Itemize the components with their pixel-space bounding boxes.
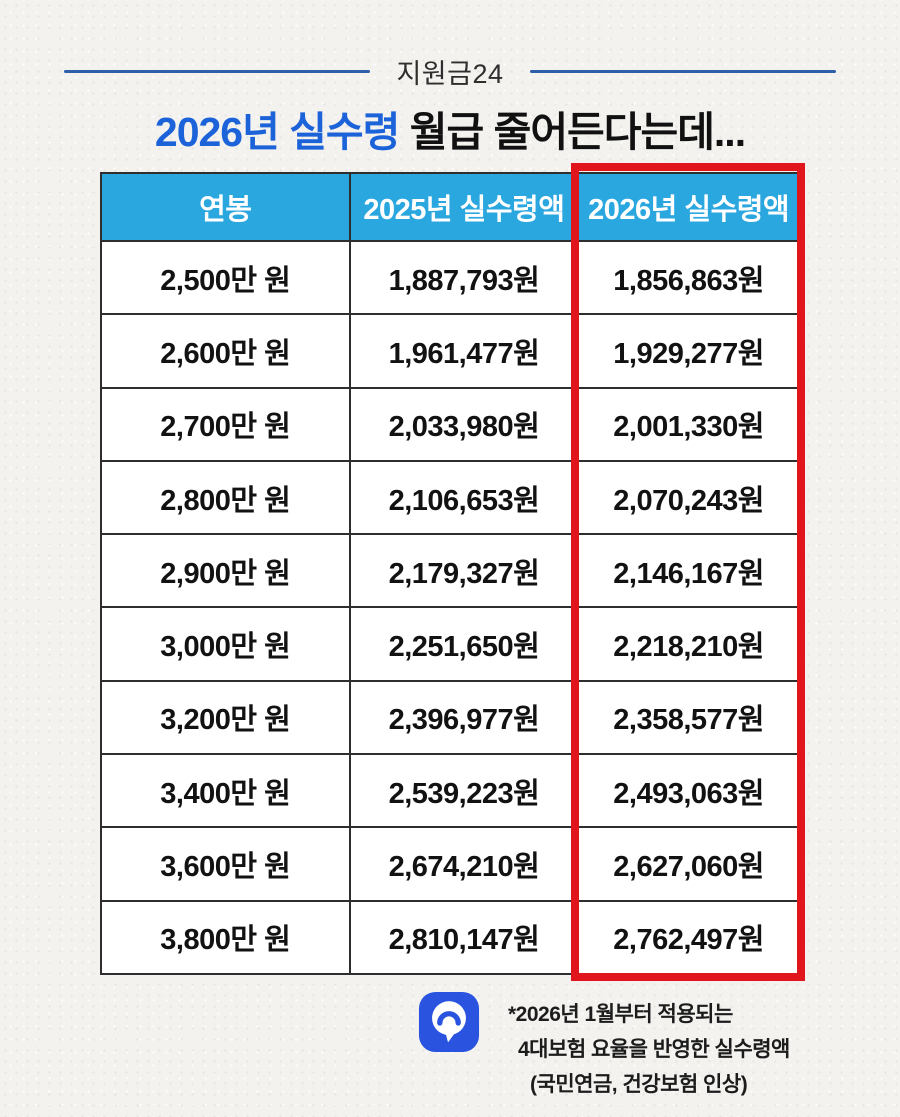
footnote-text: *2026년 1월부터 적용되는 4대보험 요율을 반영한 실수령액 (국민연금… bbox=[508, 991, 790, 1102]
salary-cell: 2,600만 원 bbox=[102, 315, 349, 387]
salary-cell: 3,000만 원 bbox=[102, 608, 349, 680]
net-2026-cell: 2,001,330원 bbox=[577, 388, 798, 460]
table-row: 2,700만 원 2,033,980원 2,001,330원 bbox=[102, 386, 798, 460]
salary-cell: 3,200만 원 bbox=[102, 681, 349, 754]
header-net-2026: 2026년 실수령액 bbox=[577, 174, 798, 240]
page-title: 2026년 실수령 월급 줄어든다는데... bbox=[0, 98, 900, 158]
net-2025-cell: 2,539,223원 bbox=[348, 755, 578, 827]
left-rule-line bbox=[64, 70, 371, 73]
speech-bubble-app-icon bbox=[418, 991, 480, 1053]
net-2026-cell: 1,856,863원 bbox=[577, 242, 798, 314]
table-row: 2,800만 원 2,106,653원 2,070,243원 bbox=[102, 459, 798, 534]
net-2025-cell: 2,396,977원 bbox=[348, 681, 578, 754]
table-row: 2,600만 원 1,961,477원 1,929,277원 bbox=[102, 313, 798, 387]
brand-row: 지원금24 bbox=[64, 52, 836, 91]
footnote-line-1: *2026년 1월부터 적용되는 bbox=[508, 1003, 733, 1026]
net-2026-cell: 2,493,063원 bbox=[577, 755, 798, 827]
right-rule-line bbox=[529, 70, 836, 73]
net-2026-cell: 2,070,243원 bbox=[577, 461, 798, 534]
net-2026-cell: 1,929,277원 bbox=[577, 315, 798, 387]
net-salary-table: 연봉 2025년 실수령액 2026년 실수령액 2,500만 원 1,887,… bbox=[100, 172, 800, 975]
salary-cell: 2,900만 원 bbox=[102, 535, 349, 607]
net-2025-cell: 2,179,327원 bbox=[348, 535, 578, 607]
table-row: 3,400만 원 2,539,223원 2,493,063원 bbox=[102, 753, 798, 827]
net-2026-cell: 2,358,577원 bbox=[577, 681, 798, 754]
net-2025-cell: 2,106,653원 bbox=[348, 461, 578, 534]
table-row: 3,200만 원 2,396,977원 2,358,577원 bbox=[102, 679, 798, 754]
table-row: 2,900만 원 2,179,327원 2,146,167원 bbox=[102, 533, 798, 607]
footnote: *2026년 1월부터 적용되는 4대보험 요율을 반영한 실수령액 (국민연금… bbox=[418, 991, 790, 1102]
net-2026-cell: 2,762,497원 bbox=[577, 901, 798, 973]
header-salary: 연봉 bbox=[102, 174, 349, 240]
table-row: 3,000만 원 2,251,650원 2,218,210원 bbox=[102, 606, 798, 680]
salary-cell: 2,800만 원 bbox=[102, 461, 349, 534]
net-2026-cell: 2,146,167원 bbox=[577, 535, 798, 607]
net-2025-cell: 2,674,210원 bbox=[348, 828, 578, 900]
table-row: 3,600만 원 2,674,210원 2,627,060원 bbox=[102, 826, 798, 900]
table-row: 3,800만 원 2,810,147원 2,762,497원 bbox=[102, 899, 798, 973]
net-2026-cell: 2,218,210원 bbox=[577, 608, 798, 680]
net-2025-cell: 2,033,980원 bbox=[348, 388, 578, 460]
table-row: 2,500만 원 1,887,793원 1,856,863원 bbox=[102, 240, 798, 314]
salary-cell: 3,800만 원 bbox=[102, 901, 349, 973]
net-2025-cell: 1,961,477원 bbox=[348, 315, 578, 387]
footnote-line-3: (국민연금, 건강보험 인상) bbox=[530, 1073, 748, 1096]
brand-label: 지원금24 bbox=[396, 59, 504, 89]
salary-cell: 2,500만 원 bbox=[102, 242, 349, 314]
table-header-row: 연봉 2025년 실수령액 2026년 실수령액 bbox=[102, 174, 798, 240]
net-2025-cell: 1,887,793원 bbox=[348, 242, 578, 314]
header-net-2025: 2025년 실수령액 bbox=[348, 174, 578, 240]
net-2026-cell: 2,627,060원 bbox=[577, 828, 798, 900]
footnote-line-2: 4대보험 요율을 반영한 실수령액 bbox=[518, 1038, 790, 1061]
page-title-rest: 월급 줄어든다는데... bbox=[399, 109, 746, 155]
net-2025-cell: 2,810,147원 bbox=[348, 901, 578, 973]
net-2025-cell: 2,251,650원 bbox=[348, 608, 578, 680]
salary-cell: 3,400만 원 bbox=[102, 755, 349, 827]
salary-cell: 3,600만 원 bbox=[102, 828, 349, 900]
salary-cell: 2,700만 원 bbox=[102, 388, 349, 460]
page-title-accent: 2026년 실수령 bbox=[154, 109, 400, 155]
